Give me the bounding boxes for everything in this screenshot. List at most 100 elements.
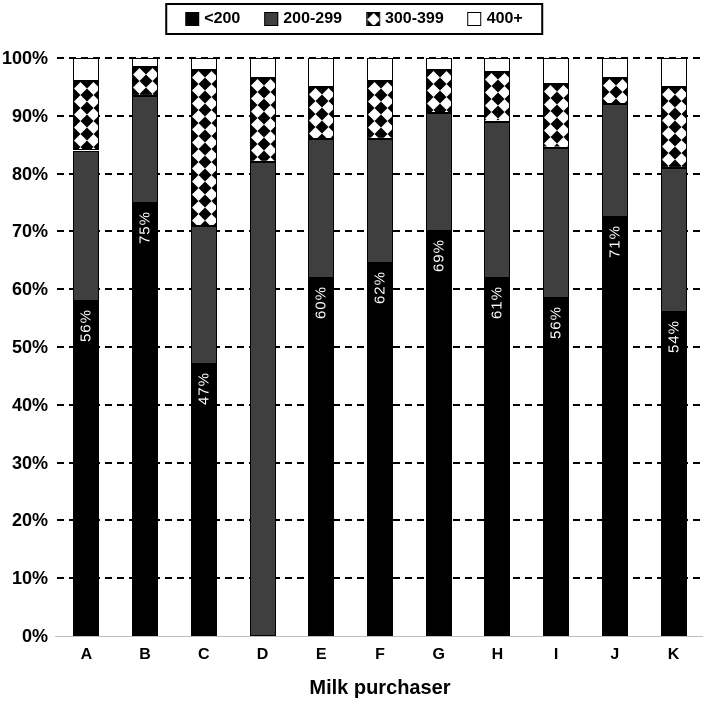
bar-K: 54%	[660, 58, 687, 636]
segment-lt-200: 75%	[132, 202, 159, 636]
bar-J: 71%	[601, 58, 628, 636]
y-tick-label-70: 70%	[11, 221, 48, 242]
x-tick-label-E: E	[315, 646, 327, 663]
diamond-pattern-fill	[367, 82, 392, 138]
segment-200-299	[190, 225, 217, 365]
diamond-pattern-fill	[544, 85, 569, 147]
segment-200-299	[73, 150, 100, 301]
segment-300-399	[249, 78, 276, 163]
segment-200-299	[601, 104, 628, 217]
y-tick-label-20: 20%	[11, 510, 48, 531]
segment-200-299	[543, 147, 570, 298]
segment-200-299	[366, 138, 393, 264]
y-tick-label-40: 40%	[11, 394, 48, 415]
legend-label: 400+	[486, 10, 523, 27]
segment-200-299	[425, 112, 452, 232]
segment-lt-200: 60%	[308, 277, 335, 636]
diamond-pattern-fill	[133, 67, 158, 95]
segment-400-plus	[660, 58, 687, 87]
segment-300-399	[425, 69, 452, 113]
legend-item-gray: 200-299	[264, 10, 342, 28]
x-tick-label-B: B	[139, 646, 151, 663]
x-tick-label-J: J	[610, 646, 620, 663]
bar-value-label: 75%	[136, 210, 154, 244]
diamond-pattern-fill	[485, 73, 510, 121]
segment-200-299	[132, 95, 159, 203]
y-tick-label-0: 0%	[21, 626, 48, 646]
x-tick-label-D: D	[256, 646, 269, 663]
diamond-pattern-fill	[250, 79, 275, 162]
y-tick-label-50: 50%	[11, 337, 48, 357]
diamond-pattern-fill	[191, 70, 216, 225]
segment-300-399	[601, 78, 628, 105]
segment-300-399	[660, 86, 687, 168]
legend-label: 300-399	[385, 10, 444, 27]
segment-lt-200: 69%	[425, 231, 452, 636]
segment-200-299	[484, 121, 511, 278]
diamond-pattern-fill	[309, 87, 334, 138]
bar-E: 60%	[308, 58, 335, 636]
legend-item-white: 400+	[467, 10, 523, 28]
segment-300-399	[308, 86, 335, 139]
segment-lt-200: 56%	[543, 297, 570, 636]
segment-lt-200: 54%	[660, 312, 687, 636]
diamond-pattern-fill	[426, 70, 451, 112]
y-tick-label-90: 90%	[11, 105, 48, 126]
diamond-pattern-fill	[602, 79, 627, 104]
x-axis-title: Milk purchaser	[309, 677, 451, 699]
legend-swatch-black	[185, 12, 200, 26]
bar-value-label: 60%	[312, 285, 330, 319]
legend-item-black: <200	[185, 10, 240, 28]
segment-lt-200: 71%	[601, 216, 628, 636]
bar-C: 47%	[190, 58, 217, 636]
bar-B: 75%	[132, 58, 159, 636]
bar-H: 61%	[484, 58, 511, 636]
x-axis-line	[55, 635, 703, 637]
legend-swatch-white	[467, 12, 482, 26]
segment-400-plus	[132, 58, 159, 67]
segment-300-399	[190, 69, 217, 226]
y-tick-label-60: 60%	[11, 279, 48, 300]
legend-label: <200	[204, 10, 241, 27]
legend-swatch-diamond	[366, 12, 380, 26]
legend-label: 200-299	[283, 10, 342, 27]
segment-lt-200: 47%	[190, 364, 217, 636]
legend-swatch-gray	[264, 12, 279, 26]
diamond-pattern-fill	[74, 82, 99, 150]
segment-400-plus	[190, 58, 217, 70]
segment-lt-200: 62%	[366, 263, 393, 636]
diamond-pattern-fill	[661, 87, 686, 167]
bar-F: 62%	[366, 58, 393, 636]
segment-300-399	[543, 84, 570, 148]
segment-300-399	[73, 81, 100, 151]
bar-A: 56%	[73, 58, 100, 636]
segment-400-plus	[73, 58, 100, 82]
segment-lt-200: 56%	[73, 300, 100, 636]
x-tick-label-C: C	[198, 646, 210, 663]
bar-G: 69%	[425, 58, 452, 636]
bar-value-label: 71%	[606, 224, 624, 258]
segment-400-plus	[425, 58, 452, 70]
bar-I: 56%	[543, 58, 570, 636]
bar-value-label: 61%	[488, 285, 506, 319]
legend: <200 200-299 300-399 400+	[165, 3, 543, 35]
segment-400-plus	[484, 58, 511, 73]
y-tick-label-100: 100%	[1, 48, 48, 68]
segment-300-399	[366, 81, 393, 139]
gridline-100	[57, 57, 703, 59]
segment-200-299	[308, 138, 335, 278]
x-axis: A B C D E F G H I J K	[57, 646, 703, 664]
segment-400-plus	[601, 58, 628, 79]
x-tick-label-H: H	[491, 646, 504, 663]
bars: 56% 75% 47% 60% 62% 69% 61% 56% 71% 54%	[57, 58, 703, 636]
legend-item-diamond: 300-399	[366, 10, 444, 28]
segment-400-plus	[308, 58, 335, 87]
y-tick-label-10: 10%	[11, 568, 48, 589]
bar-value-label: 56%	[77, 308, 95, 342]
y-tick-label-30: 30%	[11, 452, 48, 473]
bar-value-label: 54%	[665, 320, 683, 354]
segment-300-399	[484, 72, 511, 122]
y-axis: 0% 10% 20% 30% 40% 50% 60% 70% 80% 90% 100%	[0, 49, 48, 645]
segment-lt-200: 61%	[484, 277, 511, 636]
bar-D	[249, 58, 276, 636]
